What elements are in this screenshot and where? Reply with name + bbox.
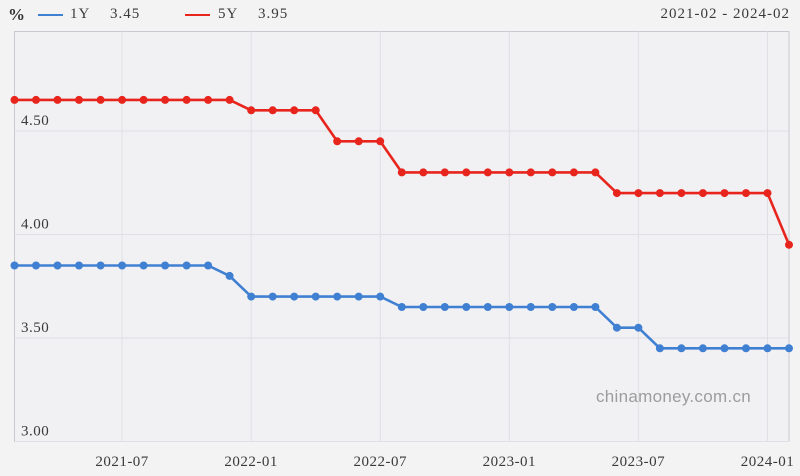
data-point-1y [440, 303, 449, 311]
data-point-5y [634, 189, 643, 198]
data-point-1y [526, 303, 535, 311]
x-tick-label: 2022-01 [224, 454, 278, 470]
x-tick-label: 2024-01 [741, 454, 795, 470]
data-point-5y [118, 95, 127, 104]
data-point-5y [440, 168, 449, 177]
data-point-5y [677, 189, 686, 198]
data-point-1y [483, 303, 492, 311]
legend-label-5y: 5Y [218, 6, 239, 22]
data-point-1y [376, 292, 385, 301]
data-point-1y [290, 292, 299, 301]
legend-swatch-5y [185, 14, 210, 16]
data-point-5y [96, 95, 105, 104]
data-point-1y [118, 261, 127, 270]
data-point-1y [182, 261, 191, 270]
data-point-5y [376, 137, 385, 146]
data-point-1y [763, 344, 772, 353]
data-point-5y [655, 189, 664, 198]
data-point-1y [204, 261, 213, 270]
data-point-5y [161, 95, 170, 104]
y-axis-unit-label: % [8, 5, 25, 24]
data-point-5y [462, 168, 471, 177]
data-point-5y [505, 168, 514, 177]
data-point-5y [268, 106, 277, 115]
data-point-1y [75, 261, 83, 270]
legend-label-1y: 1Y [70, 6, 91, 22]
data-point-1y [634, 323, 643, 332]
data-point-1y [419, 303, 428, 311]
data-point-5y [419, 168, 428, 177]
data-point-5y [290, 106, 299, 115]
data-point-1y [698, 344, 707, 353]
data-point-1y [311, 292, 320, 301]
date-range-label: 2021-02 - 2024-02 [660, 6, 790, 22]
data-point-1y [96, 261, 105, 270]
data-point-1y [10, 261, 19, 270]
data-point-1y [247, 292, 256, 301]
data-point-5y [182, 95, 191, 104]
data-point-5y [225, 95, 234, 104]
data-point-5y [75, 95, 83, 104]
data-point-1y [720, 344, 729, 353]
data-point-5y [10, 95, 19, 104]
legend-swatch-1y [38, 14, 63, 16]
data-point-5y [247, 106, 256, 115]
data-point-5y [53, 95, 62, 104]
data-point-5y [483, 168, 492, 177]
data-point-5y [548, 168, 557, 177]
data-point-5y [397, 168, 406, 177]
data-point-5y [333, 137, 342, 146]
x-tick-label: 2022-07 [353, 454, 407, 470]
legend-value-5y: 3.95 [258, 6, 289, 22]
data-point-5y [591, 168, 600, 177]
y-tick-label: 4.00 [21, 217, 49, 233]
data-point-5y [698, 189, 707, 198]
data-point-1y [354, 292, 363, 301]
data-point-5y [139, 95, 148, 104]
data-point-5y [526, 168, 535, 177]
data-point-5y [742, 189, 750, 198]
data-point-1y [32, 261, 40, 270]
data-point-5y [720, 189, 729, 198]
chart-header: % 1Y 3.45 5Y 3.95 2021-02 - 2024-02 [0, 0, 800, 30]
y-tick-label: 3.00 [21, 424, 49, 440]
data-point-5y [311, 106, 320, 115]
y-tick-label: 4.50 [21, 113, 49, 129]
data-point-1y [655, 344, 664, 353]
data-point-5y [354, 137, 363, 146]
data-point-1y [225, 271, 234, 280]
legend-value-1y: 3.45 [110, 6, 141, 22]
data-point-1y [53, 261, 62, 270]
data-point-1y [569, 303, 578, 311]
data-point-1y [462, 303, 471, 311]
x-tick-label: 2023-07 [612, 454, 666, 470]
x-tick-label: 2023-01 [483, 454, 537, 470]
data-point-1y [677, 344, 686, 353]
plot-area [14, 31, 790, 442]
data-point-1y [612, 323, 621, 332]
data-point-5y [204, 95, 213, 104]
data-point-1y [139, 261, 148, 270]
data-point-1y [505, 303, 514, 311]
data-point-1y [268, 292, 277, 301]
watermark: chinamoney.com.cn [596, 387, 752, 406]
data-point-5y [32, 95, 40, 104]
data-point-1y [785, 344, 793, 353]
data-point-5y [763, 189, 772, 198]
data-point-5y [569, 168, 578, 177]
data-point-1y [161, 261, 170, 270]
data-point-5y [785, 240, 793, 249]
data-point-1y [548, 303, 557, 311]
data-point-1y [742, 344, 750, 353]
data-point-1y [397, 303, 406, 311]
x-tick-label: 2021-07 [95, 454, 149, 470]
data-point-5y [612, 189, 621, 198]
data-point-1y [591, 303, 600, 311]
y-tick-label: 3.50 [21, 320, 49, 336]
data-point-1y [333, 292, 342, 301]
